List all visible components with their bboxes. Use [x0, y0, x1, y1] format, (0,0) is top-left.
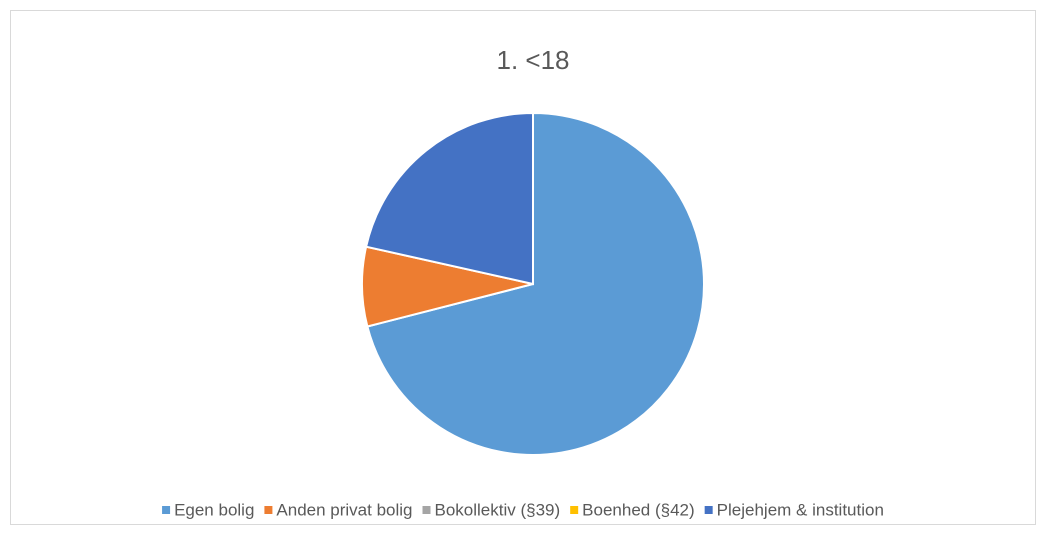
legend-label: Egen bolig: [174, 500, 254, 519]
legend-swatch: [570, 506, 579, 514]
legend-swatch: [422, 506, 431, 514]
legend-label: Plejehjem & institution: [717, 500, 884, 519]
chart-title: 1. <18: [496, 45, 569, 75]
legend-swatch: [162, 506, 171, 514]
legend-label: Boenhed (§42): [582, 500, 694, 519]
pie-slice: [366, 111, 705, 456]
legend-swatch: [264, 506, 273, 514]
legend-swatch: [704, 506, 713, 514]
legend-label: Anden privat bolig: [276, 500, 412, 519]
legend-label: Bokollektiv (§39): [435, 500, 561, 519]
pie-slice: [364, 111, 534, 286]
